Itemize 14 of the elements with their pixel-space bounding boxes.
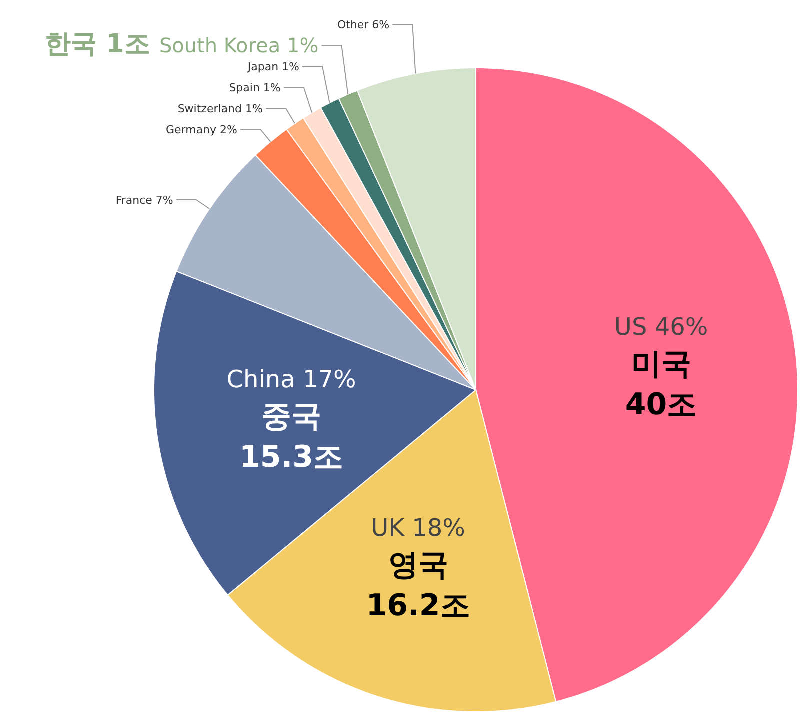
slice-label: US 46% [614, 313, 708, 342]
text: 한국 1조 [45, 29, 150, 60]
slice-label: China 17% [226, 366, 356, 394]
slice-label: Germany 2% [166, 123, 238, 136]
slice-label: UK 18% [371, 514, 466, 542]
slice-label: France 7% [116, 194, 174, 207]
slice-label: South Korea 1% [159, 33, 319, 58]
slice-label: Japan 1% [246, 60, 300, 74]
text: 영국 16.2조 [366, 548, 470, 624]
slice-label: Switzerland 1% [178, 102, 263, 116]
text: 미국 40조 [625, 346, 698, 422]
slice-label: Other 6% [337, 18, 390, 32]
text: 중국 15.3조 [240, 399, 344, 475]
slice-label: Spain 1% [229, 81, 281, 94]
